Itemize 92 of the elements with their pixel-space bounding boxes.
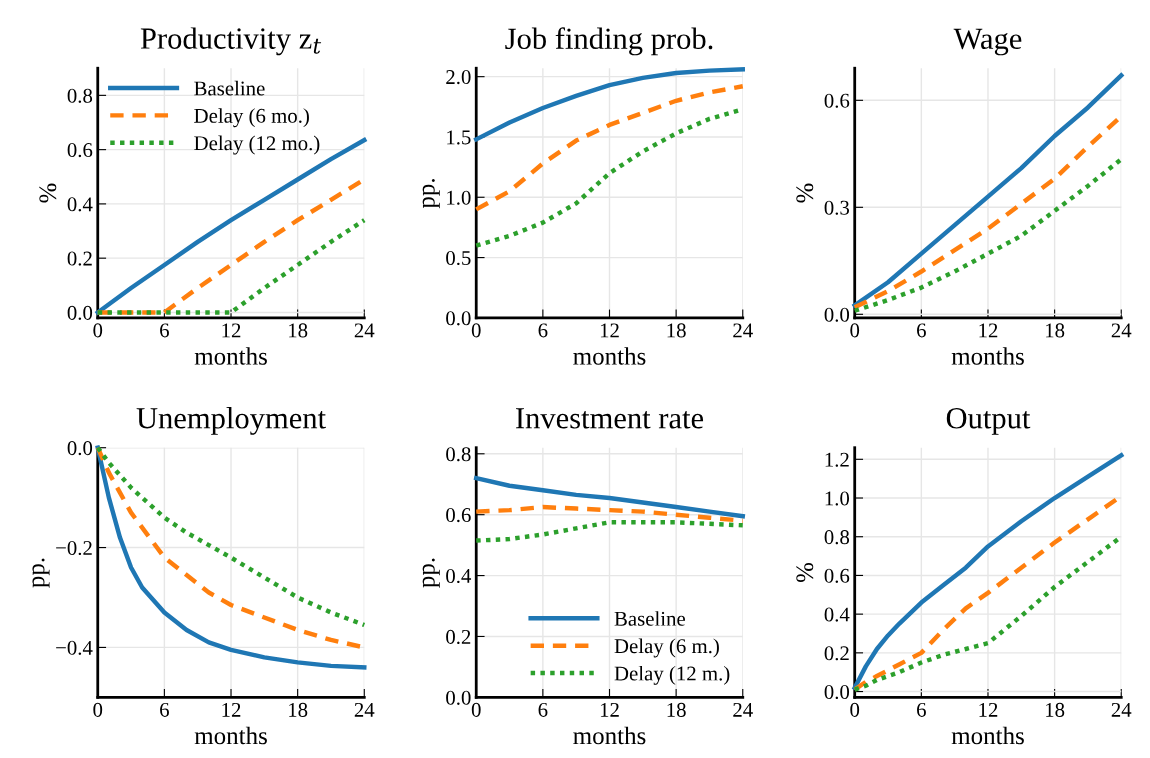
line-series [474,67,745,142]
x-tick-label: 18 [1046,323,1065,338]
chart-title: Job finding prob. [505,27,713,56]
y-tick-label: 1.5 [447,130,471,145]
y-axis-title: % [39,183,57,203]
x-tick-label: 18 [289,702,308,717]
y-tick-label: 0.0 [67,305,93,320]
x-axis-title: months [573,347,646,365]
x-tick-label: 12 [600,323,619,338]
legend-label: Delay (12 m.) [614,665,730,685]
y-tick-label: 0.3 [824,200,850,215]
x-tick-label: 0 [93,323,103,338]
y-tick-label: 0.6 [824,93,850,108]
x-tick-label: 6 [160,323,169,338]
x-tick-label: 12 [222,702,241,717]
y-tick-label: 0.4 [67,197,93,212]
y-tick-label: 0.0 [824,684,850,700]
line-series [852,453,1124,690]
y-tick-label: −0.4 [56,640,93,655]
y-tick-label: 0.4 [446,568,472,584]
line-series [474,504,745,523]
x-tick-label: 12 [979,702,998,717]
x-tick-label: 12 [222,323,241,338]
y-tick-label: 0.8 [67,88,93,103]
x-tick-label: 0 [850,702,860,717]
y-tick-label: 1.0 [447,190,471,205]
x-axis-title: months [951,726,1024,745]
y-tick-label: 0.6 [446,508,471,523]
line-series [95,217,367,315]
y-tick-label: 0.2 [67,251,92,266]
y-tick-label: 0.2 [446,629,471,644]
y-tick-label: 0.5 [446,250,471,266]
legend-label: Delay (12 mo.) [194,135,320,155]
x-axis-title: months [194,726,267,745]
x-tick-label: 0 [471,323,481,338]
y-tick-label: 0.0 [446,690,471,705]
line-series [852,73,1124,308]
y-axis-title: % [796,562,814,583]
y-tick-label: 0.0 [824,307,850,322]
y-tick-label: −0.2 [56,540,92,556]
x-tick-label: 18 [667,323,686,338]
legend-label: Baseline [194,80,265,96]
x-tick-label: 12 [600,702,619,717]
x-tick-label: 24 [354,702,375,717]
y-tick-label: 0.0 [67,441,93,456]
y-tick-label: 0.2 [824,646,849,661]
line-series [474,84,745,212]
x-tick-label: 0 [850,323,860,338]
x-tick-label: 6 [160,702,169,717]
y-tick-label: 0.6 [67,143,93,158]
chart-title: Productivity z$_{t}$ [140,27,322,56]
x-tick-label: 24 [733,702,753,717]
x-tick-label: 0 [93,702,103,717]
chart-title: Investment rate [516,408,704,429]
legend-label: Baseline [614,611,685,626]
line-series [95,137,367,315]
x-tick-label: 24 [1111,323,1132,338]
x-axis-title: months [951,347,1024,365]
y-axis-title: pp. [422,179,440,209]
y-tick-label: 0.8 [446,447,471,462]
x-tick-label: 24 [354,323,375,338]
x-axis-title: months [573,726,646,745]
y-tick-label: 2.0 [446,70,471,85]
x-tick-label: 18 [1046,702,1065,717]
y-axis-title: pp. [422,558,440,588]
line-series [474,520,745,543]
x-tick-label: 24 [733,323,753,338]
chart-title: Unemployment [136,407,326,435]
y-tick-label: 1.0 [825,491,850,506]
y-tick-label: 0.4 [824,607,850,622]
y-tick-label: 0.6 [824,568,850,583]
x-tick-label: 6 [917,323,926,338]
x-axis-title: months [194,347,267,365]
x-tick-label: 18 [667,702,686,717]
x-tick-label: 0 [471,702,481,717]
chart-title: Wage [953,28,1022,56]
y-axis-title: pp. [32,558,50,588]
y-tick-label: 1.2 [825,452,849,467]
y-tick-label: 0.0 [446,311,471,326]
x-tick-label: 24 [1111,702,1132,717]
line-series [474,475,745,519]
line-series [852,156,1124,313]
y-axis-title: % [796,183,814,203]
x-tick-label: 12 [979,323,998,338]
legend-label: Delay (6 m.) [614,638,719,658]
x-tick-label: 6 [538,702,548,717]
x-tick-label: 6 [538,323,548,338]
x-tick-label: 6 [917,702,926,717]
y-tick-label: 0.8 [824,530,850,545]
x-tick-label: 18 [289,323,308,338]
chart-title: Output [946,408,1031,435]
legend-label: Delay (6 mo.) [194,108,309,128]
